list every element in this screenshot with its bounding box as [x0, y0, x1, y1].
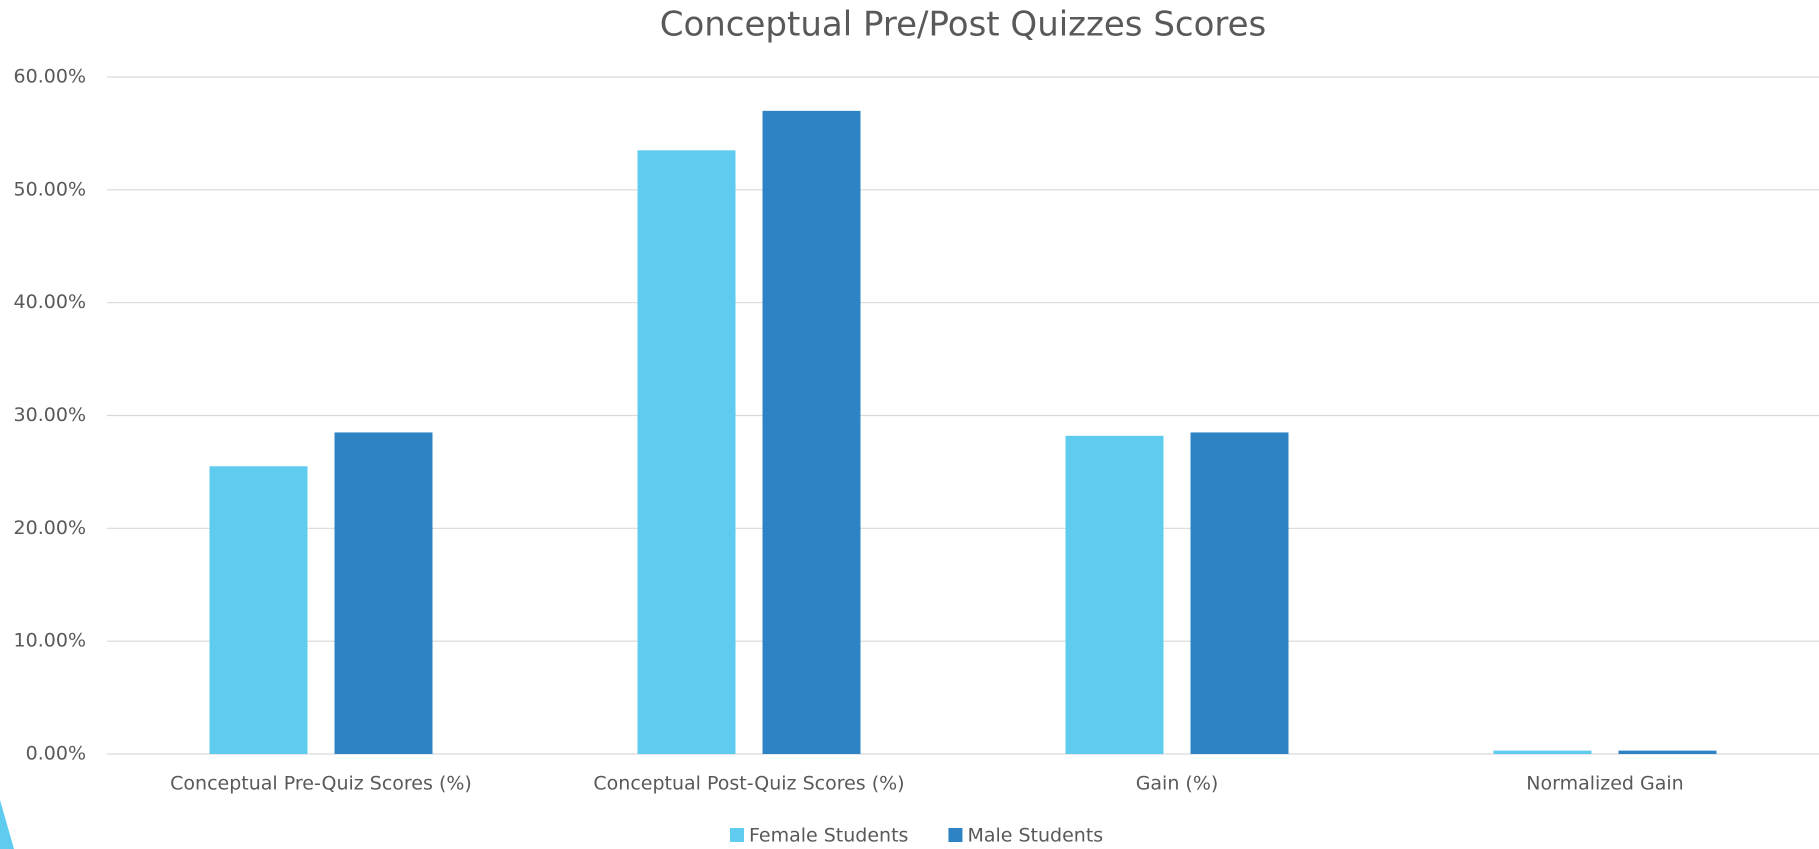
bar: [1493, 750, 1592, 754]
bar: [209, 466, 308, 754]
chart-title: Conceptual Pre/Post Quizzes Scores: [660, 5, 1267, 45]
y-tick-label: 0.00%: [26, 743, 86, 765]
y-tick-label: 40.00%: [14, 291, 86, 313]
legend-label: Male Students: [967, 825, 1103, 847]
bar: [637, 150, 736, 754]
bar: [334, 432, 433, 754]
x-tick-label: Normalized Gain: [1526, 773, 1683, 795]
y-tick-label: 10.00%: [14, 630, 86, 652]
y-tick-label: 30.00%: [14, 404, 86, 426]
x-tick-label: Gain (%): [1136, 773, 1219, 795]
x-tick-label: Conceptual Post-Quiz Scores (%): [593, 773, 904, 795]
legend-label: Female Students: [749, 825, 908, 847]
y-tick-label: 60.00%: [14, 66, 86, 88]
legend-swatch: [948, 828, 963, 842]
bar: [1190, 432, 1289, 754]
bar: [1618, 750, 1717, 754]
x-tick-label: Conceptual Pre-Quiz Scores (%): [170, 773, 472, 795]
y-tick-label: 50.00%: [14, 178, 86, 200]
y-tick-label: 20.00%: [14, 517, 86, 539]
bar: [762, 110, 861, 755]
bar: [1065, 435, 1164, 754]
legend-swatch: [730, 828, 744, 842]
decoration: [0, 800, 14, 849]
